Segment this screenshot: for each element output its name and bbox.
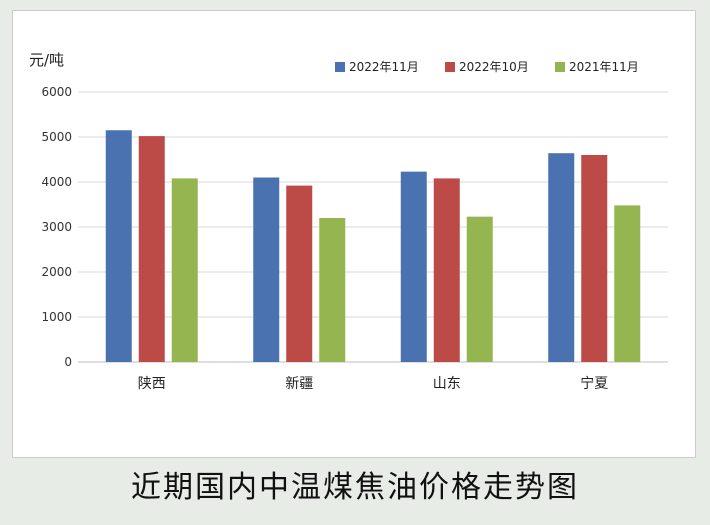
bar (548, 153, 575, 362)
bar (433, 178, 460, 362)
legend-label: 2022年10月 (459, 60, 529, 74)
bar (286, 185, 313, 362)
legend-label: 2021年11月 (569, 60, 639, 74)
y-tick-label: 1000 (41, 310, 72, 324)
chart-panel: 0 1000 2000 3000 4000 5000 6000 元/吨陕西 新疆 山东 宁夏 2022… (12, 10, 696, 458)
bar-chart: 0 1000 2000 3000 4000 5000 6000 元/吨陕西 新疆 山东 宁夏 2022… (29, 51, 668, 392)
bar (614, 205, 641, 362)
x-category-label: 陕西 (138, 376, 166, 392)
bar (138, 136, 165, 362)
legend-label: 2022年11月 (349, 60, 419, 74)
y-tick-label: 5000 (41, 130, 72, 144)
legend-swatch (335, 62, 345, 72)
legend-swatch (555, 62, 565, 72)
bar (171, 178, 198, 362)
figure-caption: 近期国内中温煤焦油价格走势图 (131, 470, 579, 505)
bar (581, 155, 608, 362)
y-tick-label: 4000 (41, 175, 72, 189)
y-tick-label: 0 (64, 355, 72, 369)
bar (319, 218, 346, 362)
x-category-label: 宁夏 (580, 375, 608, 392)
y-tick-label: 2000 (41, 265, 72, 279)
bar (466, 216, 493, 362)
y-tick-label: 3000 (41, 220, 72, 234)
x-category-label: 山东 (433, 376, 461, 392)
x-category-label: 新疆 (285, 376, 313, 392)
bar (400, 171, 427, 362)
bar (105, 130, 132, 362)
bar (253, 177, 280, 362)
legend-swatch (445, 62, 455, 72)
y-tick-label: 6000 (41, 85, 72, 99)
y-axis-label: 元/吨 (29, 51, 64, 69)
